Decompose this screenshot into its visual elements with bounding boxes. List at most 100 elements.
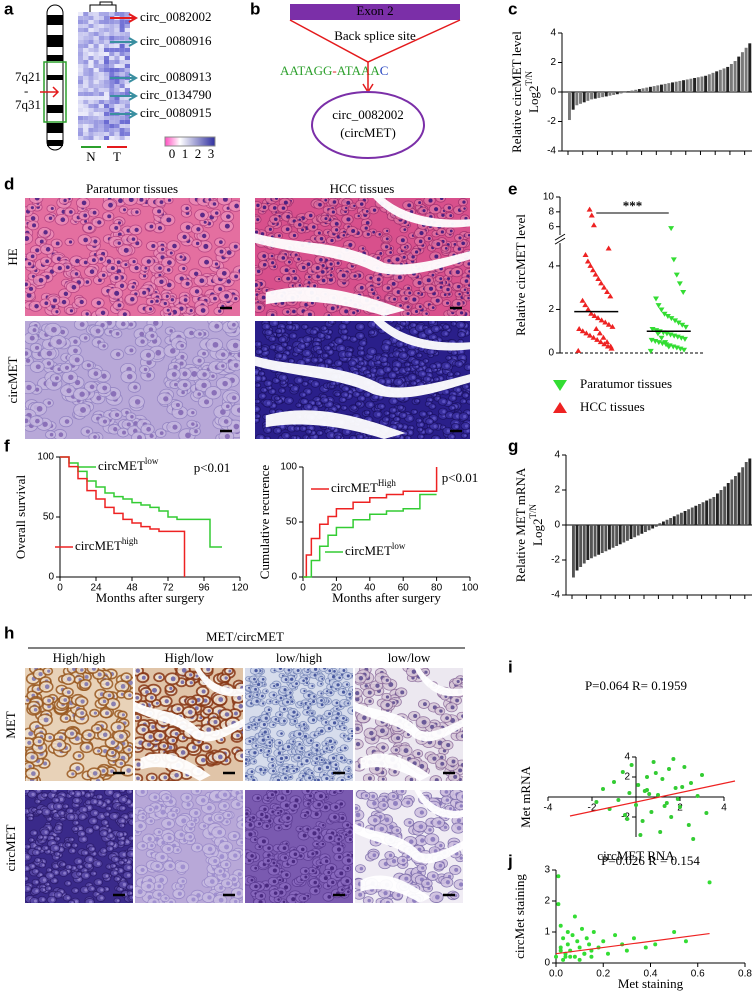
heatmap-cell (124, 44, 130, 48)
nucleus (407, 436, 411, 439)
nucleus (71, 772, 75, 776)
nucleus (159, 431, 164, 435)
nucleus (360, 347, 363, 350)
nucleus (282, 707, 286, 711)
heatmap-cell (83, 104, 89, 108)
circrna (311, 91, 425, 159)
heatmap-cell (83, 96, 89, 100)
nucleus (296, 427, 300, 430)
nucleus (122, 430, 127, 435)
nucleus (449, 229, 453, 233)
nucleus (234, 296, 238, 301)
nucleus (307, 275, 311, 279)
nucleus (193, 271, 199, 276)
nucleus (352, 437, 356, 439)
nucleus (84, 219, 88, 223)
nucleus (439, 277, 443, 281)
nucleus (283, 688, 287, 692)
nucleus (107, 214, 112, 219)
heatmap-cell (88, 88, 94, 92)
nucleus (57, 742, 63, 748)
nucleus (459, 323, 464, 327)
heatmap-cell (104, 72, 110, 76)
heatmap-cell (98, 92, 104, 96)
nucleus (219, 240, 223, 245)
heatmap-cell (119, 96, 125, 100)
nucleus (179, 276, 184, 281)
nucleus (346, 430, 350, 434)
nucleus (304, 400, 307, 403)
nucleus (276, 778, 281, 781)
nucleus (410, 426, 414, 430)
heatmap-cell (109, 56, 115, 60)
heatmap-cell (78, 112, 84, 116)
heatmap-cell (98, 68, 104, 72)
nucleus (458, 292, 461, 296)
heatmap-cell (114, 36, 120, 40)
nucleus (63, 198, 67, 203)
nucleus (286, 310, 290, 314)
nucleus (335, 228, 339, 232)
nucleus (277, 277, 281, 281)
nucleus (407, 203, 412, 208)
nucleus (143, 367, 148, 372)
nucleus (313, 673, 317, 677)
heatmap-cell (83, 24, 89, 28)
band-arrow (40, 86, 60, 98)
nucleus (113, 427, 118, 432)
nucleus (256, 269, 261, 274)
panel-label: h (4, 623, 14, 642)
heatmap-cell (78, 108, 84, 112)
nucleus (63, 291, 69, 296)
nucleus (288, 399, 292, 403)
nucleus (269, 700, 272, 703)
nucleus (418, 239, 423, 244)
nucleus (164, 699, 169, 704)
nucleus (301, 265, 306, 270)
group-label: N (86, 149, 96, 164)
nucleus (334, 221, 339, 226)
heatmap-cell (119, 32, 125, 36)
heatmap-cell (78, 96, 84, 100)
heatmap-cell (83, 60, 89, 64)
heatmap-cell (109, 100, 115, 104)
nucleus (295, 682, 298, 686)
nucleus (268, 386, 272, 389)
nucleus (435, 437, 439, 439)
nucleus (187, 709, 193, 715)
nucleus (261, 394, 265, 398)
nucleus (224, 712, 230, 717)
heatmap-cell (83, 12, 89, 16)
nucleus (309, 426, 313, 430)
heatmap-cell (124, 100, 130, 104)
nucleus (69, 210, 73, 214)
nucleus (157, 225, 163, 231)
nucleus (125, 675, 130, 680)
heatmap-cell (83, 100, 89, 104)
nucleus (396, 362, 400, 367)
nucleus (386, 412, 389, 415)
nucleus (272, 693, 276, 697)
nucleus (225, 404, 230, 409)
nucleus (446, 301, 450, 305)
nucleus (179, 306, 184, 311)
nucleus (395, 368, 398, 371)
nucleus (392, 414, 395, 417)
heatmap-cell (98, 52, 104, 56)
heatmap-cell (109, 36, 115, 40)
nucleus (432, 365, 436, 368)
heatmap-cell (88, 36, 94, 40)
nucleus (372, 208, 377, 212)
heatmap-cell (114, 44, 120, 48)
panel-label: f (4, 436, 10, 455)
nucleus (417, 399, 420, 402)
nucleus (124, 263, 128, 267)
nucleus (220, 409, 226, 415)
heatmap-cell (124, 96, 130, 100)
nucleus (396, 417, 400, 421)
heatmap-cell (124, 56, 130, 60)
nucleus (211, 374, 215, 379)
nucleus (140, 339, 145, 344)
heatmap-cell (93, 100, 99, 104)
nucleus (93, 711, 98, 715)
